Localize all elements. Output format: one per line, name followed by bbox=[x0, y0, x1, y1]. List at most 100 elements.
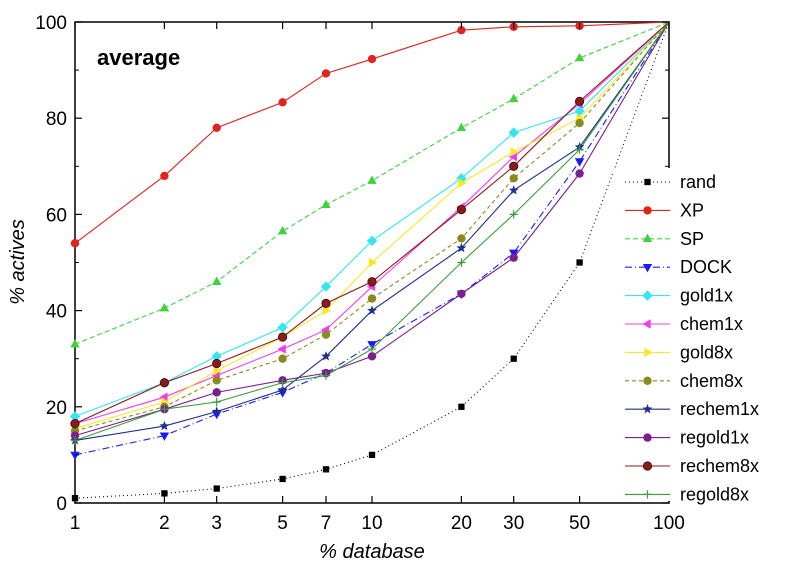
data-point-rand bbox=[322, 466, 330, 473]
data-point-SP bbox=[70, 339, 80, 348]
data-point-gold8x bbox=[510, 147, 519, 157]
series-line-rand bbox=[74, 21, 670, 499]
data-point-SP bbox=[574, 52, 585, 62]
legend-marker-chem1x bbox=[642, 319, 651, 329]
data-point-chem8x bbox=[575, 118, 584, 128]
data-point-rand bbox=[161, 490, 168, 497]
data-point-chem1x bbox=[277, 344, 286, 354]
data-point-gold8x bbox=[368, 257, 378, 268]
data-point-rand bbox=[213, 485, 220, 492]
x-tick-label: 30 bbox=[503, 513, 524, 534]
data-point-gold1x bbox=[366, 235, 378, 247]
data-point-rechem8x bbox=[70, 419, 80, 429]
legend-marker-rand bbox=[644, 178, 651, 186]
data-point-chem8x bbox=[321, 330, 331, 339]
series-line-regold1x bbox=[74, 21, 670, 437]
data-point-regold1x bbox=[70, 431, 80, 440]
data-point-regold8x bbox=[278, 378, 287, 387]
data-point-DOCK bbox=[574, 158, 585, 167]
data-point-regold8x bbox=[70, 436, 80, 445]
legend-label-SP: SP bbox=[680, 229, 704, 249]
x-tick-label: 3 bbox=[211, 513, 222, 534]
x-tick-label: 20 bbox=[451, 513, 472, 534]
legend: rand XP SP DOCK gold1x chem1x gold8x chem8x rech… bbox=[625, 172, 759, 504]
data-point-chem8x bbox=[509, 174, 518, 183]
data-point-SP bbox=[277, 226, 288, 235]
data-point-regold8x bbox=[575, 145, 584, 154]
data-point-rand bbox=[368, 451, 376, 459]
data-point-rechem1x bbox=[367, 305, 377, 315]
series-line-XP bbox=[74, 21, 670, 244]
data-point-rechem8x bbox=[277, 332, 288, 342]
data-point-rechem8x bbox=[367, 277, 377, 287]
data-point-SP bbox=[367, 175, 377, 184]
data-point-regold1x bbox=[457, 289, 466, 298]
data-point-XP bbox=[160, 171, 169, 181]
legend-marker-regold1x bbox=[643, 433, 652, 442]
data-point-SP bbox=[456, 122, 467, 132]
legend-marker-gold8x bbox=[644, 347, 653, 358]
data-point-gold8x bbox=[322, 305, 332, 316]
legend-marker-SP bbox=[642, 233, 653, 242]
data-point-gold8x bbox=[213, 366, 222, 376]
data-point-chem8x bbox=[367, 294, 377, 303]
data-point-regold1x bbox=[575, 169, 584, 178]
data-point-rechem8x bbox=[456, 204, 467, 215]
data-point-gold1x bbox=[320, 281, 332, 292]
data-point-XP bbox=[367, 54, 377, 64]
data-point-rechem8x bbox=[321, 298, 331, 308]
x-tick-label: 100 bbox=[653, 513, 685, 534]
legend-marker-chem8x bbox=[643, 376, 652, 385]
data-point-regold1x bbox=[509, 253, 518, 262]
data-point-regold8x bbox=[367, 344, 377, 354]
x-tick-label: 7 bbox=[321, 513, 332, 534]
series-line-chem1x bbox=[74, 21, 670, 425]
data-point-regold1x bbox=[212, 388, 221, 397]
data-point-regold8x bbox=[212, 397, 221, 407]
legend-label-regold1x: regold1x bbox=[680, 428, 749, 448]
data-point-chem8x bbox=[457, 234, 466, 243]
series-line-gold8x bbox=[74, 21, 670, 429]
series-line-rechem8x bbox=[74, 21, 670, 425]
data-point-regold8x bbox=[457, 258, 466, 267]
legend-marker-XP bbox=[643, 206, 652, 215]
data-point-rechem8x bbox=[159, 378, 170, 388]
x-tick-label: 5 bbox=[277, 513, 288, 534]
data-point-rechem1x bbox=[321, 351, 331, 361]
x-tick-label: 50 bbox=[569, 513, 590, 534]
y-tick-label: 0 bbox=[56, 494, 67, 515]
legend-label-DOCK: DOCK bbox=[680, 257, 732, 277]
data-point-rechem1x bbox=[211, 406, 222, 416]
x-tick-label: 1 bbox=[70, 513, 81, 534]
data-point-XP bbox=[457, 25, 466, 35]
data-point-rand bbox=[279, 475, 286, 483]
data-point-chem8x bbox=[278, 354, 287, 363]
data-point-rand bbox=[510, 355, 517, 362]
data-point-chem1x bbox=[159, 392, 168, 402]
data-point-XP bbox=[321, 69, 331, 78]
panel-annotation: average bbox=[97, 45, 180, 70]
data-point-rechem1x bbox=[159, 420, 170, 431]
data-point-DOCK bbox=[212, 410, 222, 420]
tick-layer: 1 2 3 5 7 10 20 30 50 100 0 20 40 60 80 100 bbox=[35, 13, 685, 534]
data-point-SP bbox=[159, 302, 170, 312]
data-point-regold8x bbox=[321, 371, 331, 380]
data-point-rechem8x bbox=[574, 96, 585, 106]
y-tick-label: 60 bbox=[46, 205, 67, 226]
data-point-rechem8x bbox=[509, 161, 519, 171]
legend-box bbox=[613, 168, 783, 501]
y-tick-label: 40 bbox=[46, 302, 67, 323]
legend-marker-gold1x bbox=[642, 290, 653, 301]
legend-label-XP: XP bbox=[680, 200, 704, 220]
data-point-rechem1x bbox=[508, 185, 519, 195]
data-point-gold1x bbox=[508, 127, 519, 138]
data-point-rechem1x bbox=[456, 242, 467, 253]
series-line-SP bbox=[74, 21, 670, 345]
data-point-rand bbox=[576, 259, 583, 266]
data-point-regold1x bbox=[367, 352, 377, 361]
legend-label-gold1x: gold1x bbox=[680, 286, 733, 306]
data-point-gold8x bbox=[458, 178, 467, 188]
data-point-XP bbox=[278, 98, 287, 107]
x-tick-label: 2 bbox=[159, 513, 170, 534]
